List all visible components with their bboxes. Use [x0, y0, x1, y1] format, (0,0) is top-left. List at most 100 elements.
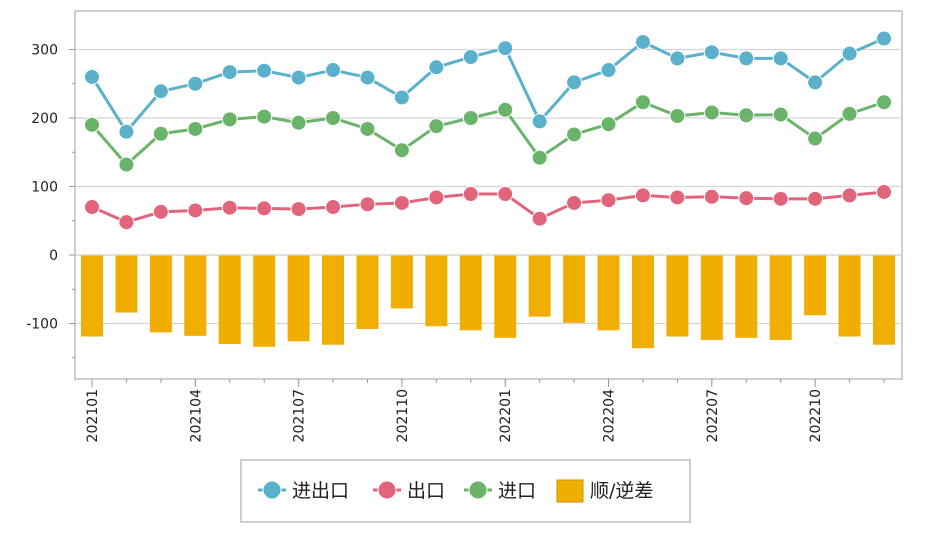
data-point	[772, 50, 789, 67]
data-point	[566, 194, 583, 211]
data-point	[876, 183, 892, 200]
bar	[322, 255, 345, 345]
bar	[631, 255, 654, 349]
data-point	[738, 107, 755, 124]
data-point	[84, 199, 100, 216]
data-point	[772, 106, 789, 123]
bar	[838, 255, 861, 337]
data-point	[359, 69, 376, 86]
x-tick-label: 202107	[292, 389, 308, 442]
data-point	[462, 110, 479, 126]
data-point	[290, 114, 307, 131]
data-point	[669, 189, 686, 206]
data-point	[187, 202, 204, 219]
bar	[494, 255, 517, 338]
x-tick-label: 202210	[808, 389, 824, 442]
data-point	[841, 45, 858, 62]
data-point	[600, 62, 617, 79]
data-point	[221, 111, 238, 128]
data-point	[221, 199, 238, 216]
bar	[873, 255, 895, 345]
bar	[356, 255, 379, 329]
data-point	[393, 89, 410, 106]
data-point	[359, 120, 376, 137]
data-point	[325, 110, 342, 126]
legend-marker	[262, 480, 282, 500]
x-tick-label: 202110	[395, 389, 411, 442]
data-point	[566, 126, 583, 143]
data-point	[772, 190, 789, 207]
data-point	[703, 44, 720, 61]
data-point	[600, 116, 617, 133]
y-tick-label: 300	[31, 43, 58, 59]
bar	[700, 255, 723, 340]
data-point	[703, 188, 720, 205]
data-point	[221, 64, 238, 81]
y-tick-label: -100	[26, 317, 58, 333]
bar	[253, 255, 276, 347]
y-tick-label: 100	[31, 180, 58, 196]
data-point	[152, 83, 169, 100]
data-point	[669, 50, 686, 67]
legend-label: 进出口	[292, 480, 349, 502]
data-point	[876, 94, 892, 111]
legend-marker	[468, 480, 488, 500]
data-point	[807, 130, 824, 147]
x-tick-label: 202207	[705, 389, 721, 442]
bar	[115, 255, 138, 313]
data-point	[497, 40, 514, 57]
data-point	[876, 30, 892, 47]
data-point	[118, 214, 135, 231]
legend-swatch	[556, 479, 584, 503]
data-point	[84, 68, 100, 85]
data-point	[393, 194, 410, 211]
x-tick-label: 202201	[498, 389, 514, 442]
bar	[149, 255, 172, 333]
data-point	[325, 199, 342, 216]
legend-label: 进口	[498, 480, 536, 502]
data-point	[738, 50, 755, 67]
data-point	[462, 186, 479, 203]
legend-marker	[377, 480, 397, 500]
data-point	[703, 104, 720, 121]
data-point	[187, 120, 204, 137]
bar	[666, 255, 689, 337]
data-point	[841, 187, 858, 204]
data-point	[566, 74, 583, 91]
data-point	[256, 108, 273, 125]
bar	[769, 255, 792, 340]
bar	[390, 255, 413, 309]
data-point	[118, 156, 135, 173]
data-point	[738, 190, 755, 207]
bar	[425, 255, 448, 327]
bar	[597, 255, 620, 331]
bar	[184, 255, 207, 336]
data-point	[807, 190, 824, 207]
bar	[735, 255, 758, 338]
data-point	[359, 196, 376, 213]
bar	[287, 255, 310, 342]
data-point	[428, 59, 445, 76]
data-point	[462, 49, 479, 66]
bar	[563, 255, 586, 323]
bar	[459, 255, 482, 331]
legend-label: 出口	[407, 480, 445, 502]
y-tick-label: 200	[31, 111, 58, 127]
data-point	[256, 200, 273, 217]
data-point	[531, 149, 548, 166]
data-point	[600, 192, 617, 209]
data-point	[256, 62, 273, 79]
data-point	[531, 210, 548, 227]
data-point	[669, 107, 686, 124]
legend-label: 顺/逆差	[590, 480, 653, 502]
data-point	[152, 203, 169, 220]
data-point	[497, 186, 514, 203]
data-point	[84, 116, 100, 133]
y-tick-label: 0	[49, 248, 58, 264]
data-point	[152, 125, 169, 142]
data-point	[841, 105, 858, 122]
bar	[81, 255, 103, 337]
data-point	[290, 69, 307, 86]
data-point	[393, 142, 410, 159]
